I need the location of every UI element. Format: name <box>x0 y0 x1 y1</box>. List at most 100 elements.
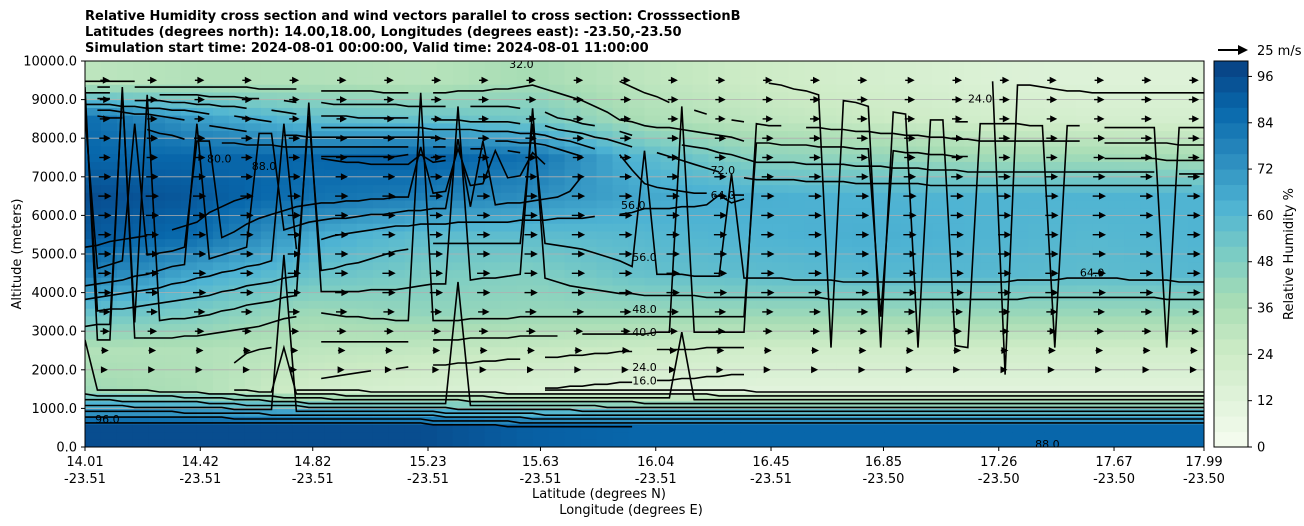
rh-cell <box>276 153 294 162</box>
rh-cell <box>196 308 214 317</box>
rh-cell <box>692 269 710 278</box>
rh-cell <box>932 369 949 379</box>
rh-cell <box>740 107 757 116</box>
rh-cell <box>276 161 294 170</box>
wind-vector-head <box>152 289 159 297</box>
rh-cell <box>644 176 662 186</box>
rh-cell <box>212 284 230 294</box>
rh-cell <box>452 423 470 433</box>
rh-cell <box>516 84 534 93</box>
rh-cell <box>292 439 310 447</box>
rh-cell <box>148 369 166 379</box>
rh-cell <box>1060 254 1077 263</box>
rh-cell <box>468 192 486 201</box>
wind-vector-head <box>436 211 444 219</box>
wind-vector-head <box>150 76 158 84</box>
rh-cell <box>1092 138 1109 147</box>
rh-cell <box>420 331 438 340</box>
rh-cell <box>836 362 853 371</box>
rh-cell <box>948 400 965 409</box>
rh-cell <box>772 122 789 132</box>
rh-cell <box>1060 176 1077 186</box>
rh-cell <box>1012 130 1029 139</box>
wind-vector-head <box>578 211 586 219</box>
rh-cell <box>660 99 678 108</box>
rh-cell <box>836 207 853 216</box>
rh-cell <box>148 145 166 155</box>
wind-vector-head <box>578 269 586 277</box>
rh-cell <box>692 261 710 271</box>
rh-cell <box>964 91 981 101</box>
rh-cell <box>740 91 757 101</box>
rh-cell <box>260 130 278 139</box>
rh-cell <box>324 277 342 286</box>
rh-cell <box>340 199 358 209</box>
wind-vector-head <box>483 250 491 258</box>
rh-cell <box>388 169 406 178</box>
rh-cell <box>452 346 470 355</box>
rh-cell <box>324 91 342 101</box>
rh-cell <box>1028 261 1045 271</box>
rh-cell <box>724 261 742 271</box>
rh-cell <box>676 423 694 433</box>
rh-cell <box>244 254 262 263</box>
rh-cell <box>1124 338 1141 348</box>
rh-cell <box>340 184 358 193</box>
wind-vector-head <box>1099 231 1106 239</box>
rh-cell <box>996 68 1013 78</box>
rh-cell <box>85 192 102 201</box>
rh-cell <box>948 145 965 155</box>
rh-cell <box>1124 392 1141 402</box>
rh-cell <box>1156 377 1173 386</box>
rh-cell <box>340 207 358 216</box>
rh-cell <box>1092 338 1109 348</box>
rh-cell <box>644 254 662 263</box>
rh-cell <box>228 377 246 386</box>
rh-cell <box>1172 308 1189 317</box>
x-tick-label-latitude: 14.01 <box>66 455 103 470</box>
rh-cell <box>148 84 166 93</box>
rh-cell <box>756 331 773 340</box>
rh-cell <box>116 207 134 216</box>
rh-cell <box>180 223 198 232</box>
rh-cell <box>116 308 134 317</box>
rh-cell <box>1028 130 1045 139</box>
rh-cell <box>164 184 182 193</box>
rh-cell <box>1060 107 1077 116</box>
rh-cell <box>148 184 166 193</box>
rh-cell <box>772 145 789 155</box>
rh-cell <box>468 153 486 162</box>
rh-cell <box>708 400 726 409</box>
wind-vector-head <box>341 192 349 200</box>
contour-label: 64.0 <box>1080 266 1105 279</box>
rh-cell <box>1076 230 1093 240</box>
rh-cell <box>1108 385 1125 394</box>
rh-cell <box>868 308 885 317</box>
rh-cell <box>372 416 390 425</box>
wind-vector-head <box>197 327 205 335</box>
rh-cell <box>564 215 582 224</box>
rh-cell <box>788 439 805 447</box>
rh-cell <box>356 199 374 209</box>
rh-cell <box>1108 269 1125 278</box>
rh-cell <box>1044 246 1061 255</box>
rh-cell <box>356 246 374 255</box>
rh-cell <box>916 300 933 309</box>
rh-cell <box>836 130 853 139</box>
rh-cell <box>500 161 518 170</box>
rh-cell <box>196 277 214 286</box>
rh-cell <box>1076 76 1093 85</box>
rh-cell <box>980 308 997 317</box>
rh-cell <box>676 223 694 232</box>
x-tick-label-latitude: 15.23 <box>409 455 446 470</box>
rh-cell <box>948 315 965 325</box>
rh-cell <box>788 84 805 93</box>
rh-cell <box>836 68 853 78</box>
rh-cell <box>132 408 150 417</box>
rh-cell <box>100 145 118 155</box>
rh-cell <box>580 176 598 186</box>
rh-cell <box>1156 230 1173 240</box>
rh-cell <box>356 315 374 325</box>
rh-cell <box>420 107 438 116</box>
rh-cell <box>708 261 726 271</box>
